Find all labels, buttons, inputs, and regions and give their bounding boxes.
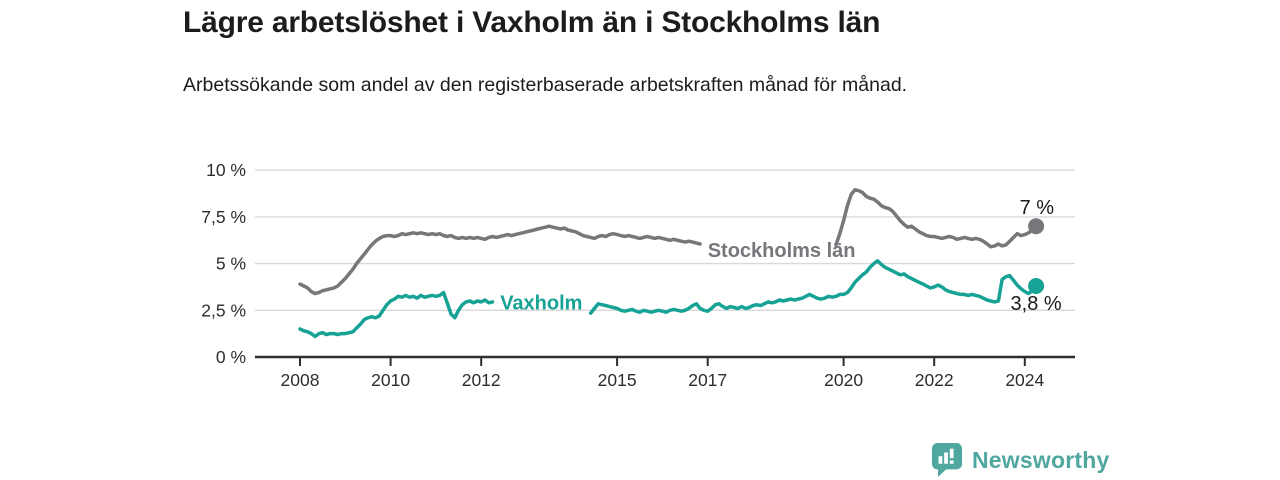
x-tick-label: 2020 [824,370,863,390]
y-tick-label: 7,5 % [201,207,246,227]
logo-bar-short [938,456,943,464]
y-tick-label: 10 % [206,160,246,180]
x-tick-label: 2008 [281,370,320,390]
brand-name: Newsworthy [972,446,1110,473]
series-label-stockholms-lan: Stockholms län [708,240,856,262]
end-value-label-stockholms-lan: 7 % [1020,197,1055,219]
end-value-label-vaxholm: 3,8 % [1011,293,1062,315]
series-label-vaxholm: Vaxholm [500,292,582,314]
newsworthy-logo-icon [931,443,963,477]
series-line-vaxholm [298,259,1038,339]
x-tick-label: 2015 [598,370,637,390]
x-tick-label: 2022 [915,370,954,390]
y-tick-label: 2,5 % [201,300,246,320]
chart-title: Lägre arbetslöshet i Vaxholm än i Stockh… [183,6,881,39]
series-end-dot-vaxholm [1028,278,1045,294]
x-tick-label: 2024 [1005,370,1044,390]
y-tick-label: 5 % [216,254,246,274]
series-end-dot-stockholms-lan [1028,218,1045,235]
logo-bar-tall [944,452,948,464]
series-line-stockholms-lan [298,188,1038,296]
brand-footer: Newsworthy [931,443,1109,477]
x-tick-label: 2017 [688,370,727,390]
chart-subtitle: Arbetssökande som andel av den registerb… [183,74,908,96]
y-tick-label: 0 % [216,347,246,367]
x-tick-label: 2010 [371,370,410,390]
logo-exclamation-stem [949,448,954,459]
logo-exclamation-dot [949,460,954,464]
x-tick-label: 2012 [462,370,501,390]
